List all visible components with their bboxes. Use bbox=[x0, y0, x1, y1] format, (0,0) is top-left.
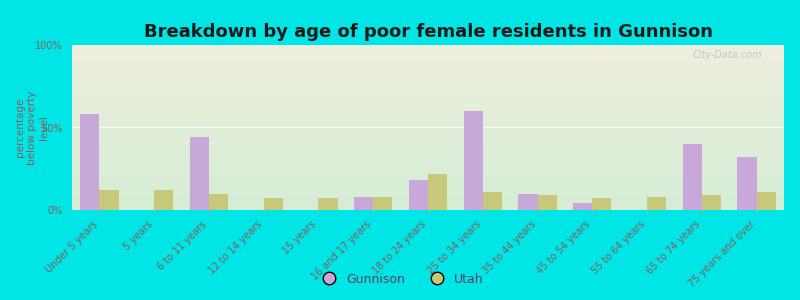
Title: Breakdown by age of poor female residents in Gunnison: Breakdown by age of poor female resident… bbox=[143, 23, 713, 41]
Bar bbox=[464, 111, 482, 210]
Bar bbox=[318, 199, 338, 210]
Bar bbox=[538, 195, 557, 210]
Y-axis label: percentage
below poverty
level: percentage below poverty level bbox=[14, 90, 50, 165]
Bar bbox=[647, 197, 666, 210]
Bar bbox=[592, 199, 611, 210]
Legend: Gunnison, Utah: Gunnison, Utah bbox=[311, 268, 489, 291]
Bar bbox=[428, 174, 447, 210]
Bar bbox=[682, 144, 702, 210]
Bar bbox=[99, 190, 118, 210]
Bar bbox=[154, 190, 174, 210]
Bar bbox=[518, 194, 538, 210]
Bar bbox=[80, 114, 99, 210]
Bar bbox=[264, 199, 283, 210]
Bar bbox=[757, 192, 776, 210]
Bar bbox=[702, 195, 721, 210]
Text: City-Data.com: City-Data.com bbox=[693, 50, 762, 60]
Bar bbox=[354, 197, 374, 210]
Bar bbox=[374, 197, 393, 210]
Bar bbox=[482, 192, 502, 210]
Bar bbox=[409, 180, 428, 210]
Bar bbox=[190, 137, 209, 210]
Bar bbox=[209, 194, 228, 210]
Bar bbox=[738, 157, 757, 210]
Bar bbox=[573, 203, 592, 210]
